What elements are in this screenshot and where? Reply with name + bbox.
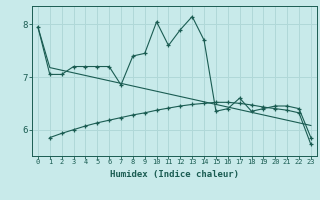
X-axis label: Humidex (Indice chaleur): Humidex (Indice chaleur) — [110, 170, 239, 179]
